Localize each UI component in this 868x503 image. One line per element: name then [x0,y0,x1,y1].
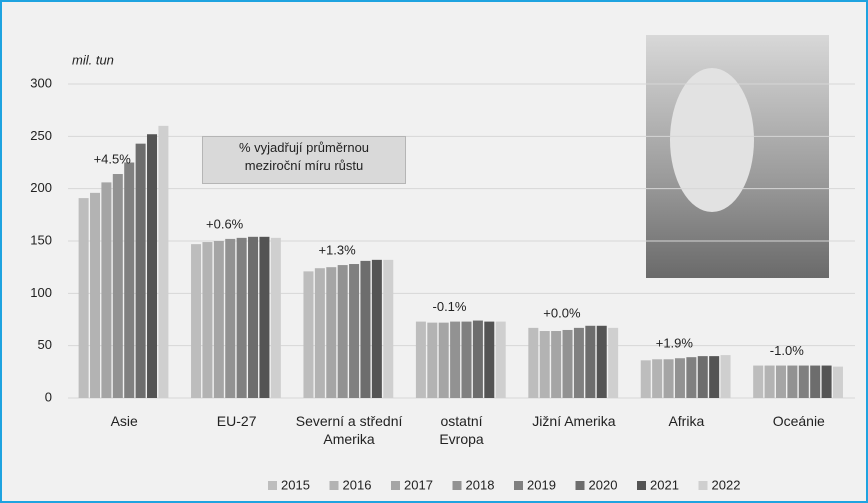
bar [372,260,382,398]
bar [721,355,731,398]
bar [822,366,832,398]
legend-swatch [514,481,523,490]
bar [528,328,538,398]
bar [225,239,235,398]
bar [765,366,775,398]
bar [349,264,359,398]
note-box: % vyjadřují průměrnou meziroční míru růs… [202,136,406,184]
x-tick-label: EU-27 [177,412,297,430]
bar [416,322,426,398]
legend-label: 2018 [466,477,495,492]
bar [191,244,201,398]
x-tick-label: Asie [64,412,184,430]
legend-swatch [453,481,462,490]
bar [315,268,325,398]
bar [641,360,651,398]
growth-label: +0.6% [206,216,244,231]
legend-swatch [391,481,400,490]
bar [136,144,146,398]
bar [214,241,224,398]
legend-label: 2017 [404,477,433,492]
bar [686,357,696,398]
bar [810,366,820,398]
y-tick-label: 300 [30,75,52,90]
bar [799,366,809,398]
bar [462,322,472,398]
x-tick-label: Jižní Amerika [514,412,634,430]
bar [147,134,157,398]
legend-label: 2015 [281,477,310,492]
bar [360,261,370,398]
bar [338,265,348,398]
y-tick-label: 50 [38,337,52,352]
bar [551,331,561,398]
bar [439,323,449,398]
growth-label: -1.0% [770,343,804,358]
bar [709,356,719,398]
growth-label: +1.3% [318,243,356,258]
bar [753,366,763,398]
bar [608,328,618,398]
legend-swatch [268,481,277,490]
bar [248,237,258,398]
x-tick-label: Severní a střední Amerika [289,412,409,448]
photo-detail [670,68,754,212]
bar [383,260,393,398]
legend-swatch [576,481,585,490]
legend-swatch [637,481,646,490]
y-tick-label: 250 [30,128,52,143]
legend-swatch [330,481,339,490]
y-tick-label: 200 [30,180,52,195]
bar [237,238,247,398]
bar [90,193,100,398]
bar [776,366,786,398]
y-tick-label: 150 [30,232,52,247]
bar [303,271,313,398]
bar [652,359,662,398]
bar [101,182,111,398]
y-tick-label: 100 [30,285,52,300]
x-tick-label: Afrika [626,412,746,430]
bar [259,237,269,398]
x-tick-label: ostatní Evropa [402,412,522,448]
bar [585,326,595,398]
page: mil. tun 0 50 100 150 200 250 300 +4.5% +0.6% +1.… [0,0,868,503]
growth-label: +1.9% [656,336,694,351]
bar [698,356,708,398]
bar [450,322,460,398]
bar [158,126,168,398]
bar [124,163,134,399]
y-tick-label: 0 [45,389,52,404]
bar [597,326,607,398]
legend-label: 2021 [650,477,679,492]
bar [271,238,281,398]
x-tick-label: Oceánie [739,412,859,430]
bar [79,198,89,398]
bar [427,323,437,398]
bar [202,242,212,398]
bar [787,366,797,398]
bar [473,321,483,398]
y-axis-label: mil. tun [72,52,114,67]
bar [574,328,584,398]
bar [833,367,843,398]
growth-label: +0.0% [543,305,581,320]
legend-swatch [699,481,708,490]
bar [664,359,674,398]
bar [484,322,494,398]
bar [540,331,550,398]
bar [675,358,685,398]
growth-label: -0.1% [433,299,467,314]
legend-label: 2020 [589,477,618,492]
bar [326,267,336,398]
bar [113,174,123,398]
legend-label: 2019 [527,477,556,492]
legend-label: 2016 [343,477,372,492]
bar [496,322,506,398]
legend-label: 2022 [712,477,741,492]
bar [563,330,573,398]
growth-label: +4.5% [94,151,132,166]
